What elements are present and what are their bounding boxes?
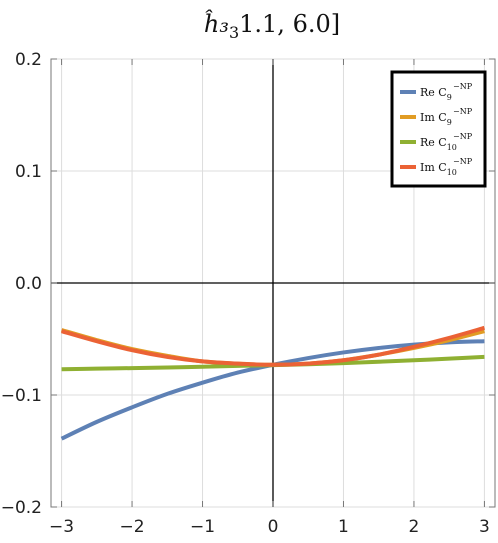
chart-title: ĥ₃31.1, 6.0] xyxy=(204,9,340,42)
x-tick-label: 2 xyxy=(409,517,420,537)
y-tick-label: −0.2 xyxy=(1,498,42,518)
x-tick-label: −2 xyxy=(120,517,145,537)
series-layer xyxy=(60,325,485,441)
legend-label: Im C10−NP xyxy=(420,157,473,177)
title-symbol: ĥ₃ xyxy=(204,9,229,38)
y-tick-label: 0.1 xyxy=(15,162,42,182)
x-tick-label: 0 xyxy=(268,517,279,537)
legend: Re C9−NP Im C9−NP Re C10−NP Im C10−NP xyxy=(390,70,487,188)
legend-label: Re C9−NP xyxy=(420,82,473,102)
tick-layer: −3 −2 −1 0 1 2 3 −0.2 −0.1 0.0 0.1 0.2 xyxy=(1,50,495,537)
y-tick-label: 0.0 xyxy=(15,274,42,294)
y-tick-label: −0.1 xyxy=(1,386,42,406)
x-tick-label: −1 xyxy=(190,517,215,537)
series-line-4 xyxy=(61,325,485,367)
title-subscript: 3 xyxy=(229,23,239,42)
x-tick-label: 1 xyxy=(338,517,349,537)
title-range: 1.1, 6.0] xyxy=(239,10,340,38)
y-tick-label: 0.2 xyxy=(15,50,42,70)
legend-label: Im C9−NP xyxy=(420,107,473,127)
x-tick-label: 3 xyxy=(479,517,490,537)
legend-label: Re C10−NP xyxy=(420,132,473,152)
axes-layer xyxy=(51,59,495,507)
x-tick-label: −3 xyxy=(49,517,74,537)
